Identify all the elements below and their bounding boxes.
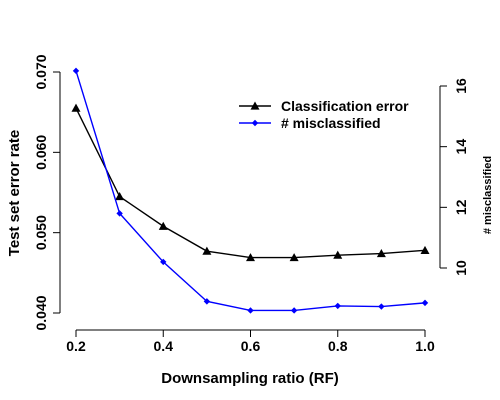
y2-tick-label: 10 [453, 260, 469, 276]
y-tick-label: 0.050 [33, 215, 49, 250]
legend-item: Classification error [239, 98, 409, 114]
x-tick-label: 0.8 [328, 338, 348, 354]
axes: 0.2 0.4 0.6 0.8 1.0 0.040 0.050 0.060 0.070 10 12 1… [33, 54, 469, 354]
legend-label: Classification error [281, 98, 409, 114]
data-point [160, 258, 167, 266]
y-tick-label: 0.060 [33, 135, 49, 170]
data-point [246, 253, 255, 262]
data-point [334, 302, 341, 310]
legend: Classification error# misclassified [239, 98, 409, 131]
data-point [115, 192, 125, 201]
x-tick-label: 1.0 [415, 338, 435, 354]
series-layer [71, 67, 430, 314]
data-point [420, 245, 430, 254]
data-point [376, 249, 386, 258]
series-classification-error [71, 103, 430, 262]
data-point [247, 307, 254, 314]
data-point [333, 250, 343, 259]
x-tick-label: 0.6 [241, 338, 261, 354]
legend-marker [250, 101, 260, 110]
data-point [158, 221, 168, 230]
x-axis-title: Downsampling ratio (RF) [161, 370, 339, 387]
data-point [378, 303, 385, 310]
legend-item: # misclassified [239, 115, 381, 131]
data-point [421, 299, 429, 307]
y-tick-label: 0.070 [33, 54, 49, 89]
y2-tick-label: 14 [453, 139, 469, 155]
legend-label: # misclassified [281, 115, 381, 131]
data-point [72, 67, 80, 75]
data-point [289, 253, 299, 262]
y-axis-title: Test set error rate [6, 130, 23, 256]
y-tick-label: 0.040 [33, 295, 49, 330]
data-point [290, 307, 298, 314]
legend-marker [251, 119, 259, 127]
x-tick-label: 0.2 [66, 338, 86, 354]
y2-axis-title: # misclassified [482, 156, 494, 234]
data-point [71, 103, 81, 112]
y2-tick-label: 16 [453, 78, 469, 94]
y2-tick-label: 12 [453, 199, 469, 215]
data-point [203, 298, 211, 305]
series-misclassified [72, 67, 429, 314]
data-point [116, 210, 123, 217]
data-point [202, 246, 212, 255]
x-tick-label: 0.4 [154, 338, 174, 354]
